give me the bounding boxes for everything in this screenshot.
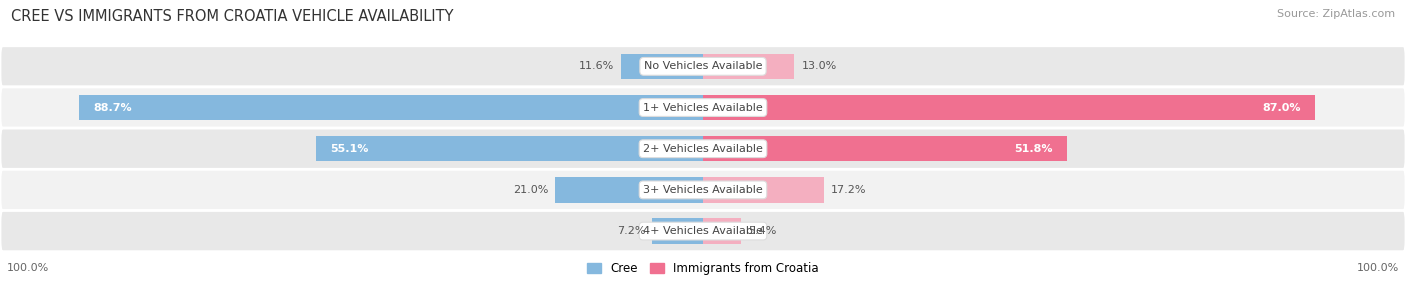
Bar <box>652 218 703 244</box>
Text: 87.0%: 87.0% <box>1263 103 1301 112</box>
Legend: Cree, Immigrants from Croatia: Cree, Immigrants from Croatia <box>582 258 824 280</box>
Text: 11.6%: 11.6% <box>579 61 614 71</box>
Text: 1+ Vehicles Available: 1+ Vehicles Available <box>643 103 763 112</box>
FancyBboxPatch shape <box>0 169 1406 210</box>
Bar <box>315 136 703 162</box>
Text: 7.2%: 7.2% <box>617 226 645 236</box>
FancyBboxPatch shape <box>0 87 1406 128</box>
Text: 17.2%: 17.2% <box>831 185 866 195</box>
Text: 13.0%: 13.0% <box>801 61 837 71</box>
Text: 21.0%: 21.0% <box>513 185 548 195</box>
Text: 4+ Vehicles Available: 4+ Vehicles Available <box>643 226 763 236</box>
Bar <box>555 177 703 203</box>
Bar <box>703 177 824 203</box>
Text: 5.4%: 5.4% <box>748 226 776 236</box>
FancyBboxPatch shape <box>0 46 1406 87</box>
Bar <box>703 136 1067 162</box>
Bar <box>703 95 1315 120</box>
Text: CREE VS IMMIGRANTS FROM CROATIA VEHICLE AVAILABILITY: CREE VS IMMIGRANTS FROM CROATIA VEHICLE … <box>11 9 454 23</box>
Text: 51.8%: 51.8% <box>1015 144 1053 154</box>
Text: Source: ZipAtlas.com: Source: ZipAtlas.com <box>1277 9 1395 19</box>
Bar <box>703 53 794 79</box>
Text: 55.1%: 55.1% <box>329 144 368 154</box>
FancyBboxPatch shape <box>0 210 1406 252</box>
FancyBboxPatch shape <box>0 128 1406 169</box>
Text: 88.7%: 88.7% <box>93 103 132 112</box>
Bar <box>703 218 741 244</box>
Text: No Vehicles Available: No Vehicles Available <box>644 61 762 71</box>
Bar <box>621 53 703 79</box>
Text: 100.0%: 100.0% <box>1357 263 1399 273</box>
Text: 2+ Vehicles Available: 2+ Vehicles Available <box>643 144 763 154</box>
Bar <box>79 95 703 120</box>
Text: 3+ Vehicles Available: 3+ Vehicles Available <box>643 185 763 195</box>
Text: 100.0%: 100.0% <box>7 263 49 273</box>
